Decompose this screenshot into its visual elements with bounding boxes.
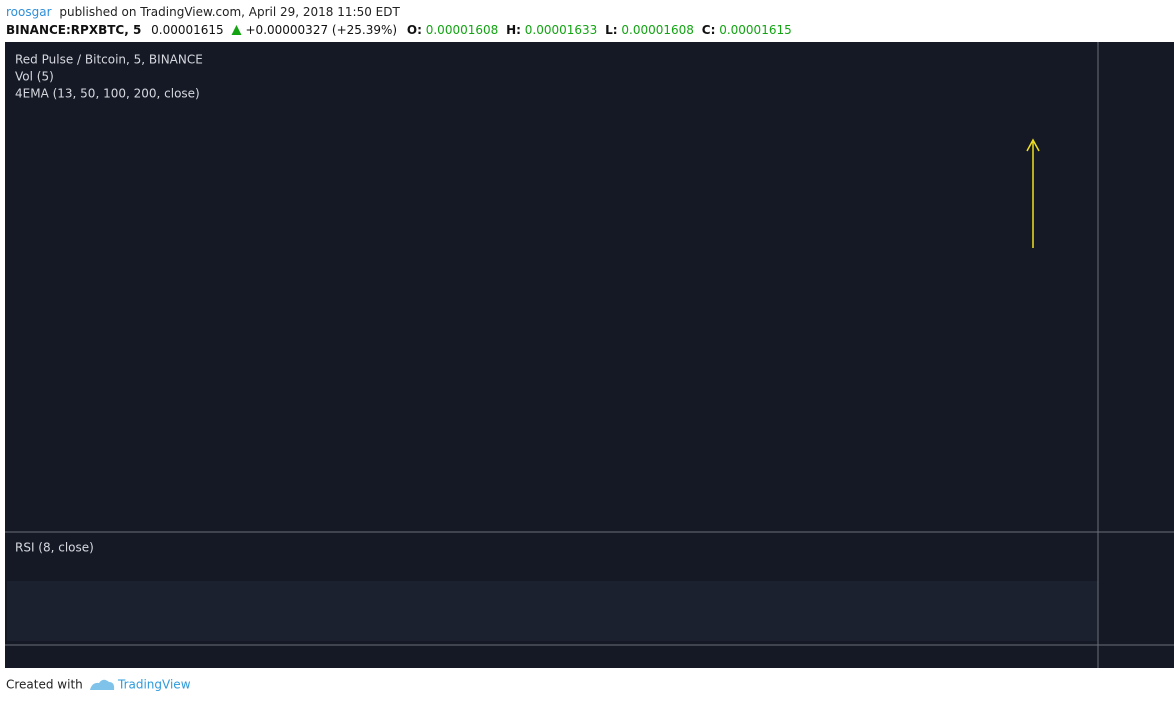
h-label: H: [506, 23, 521, 37]
arrow-head [1026, 138, 1040, 152]
volume-legend: Vol (5) [15, 70, 54, 84]
last-price: 0.00001615 [151, 23, 224, 37]
h-value: 0.00001633 [525, 23, 598, 37]
header-line-1: roosgar published on TradingView.com, Ap… [6, 5, 400, 19]
symbol: BINANCE:RPXBTC, 5 [6, 23, 141, 37]
l-label: L: [605, 23, 617, 37]
chart-bg [5, 42, 1174, 668]
up-triangle [231, 25, 242, 35]
header-line-2: BINANCE:RPXBTC, 5 0.00001615 +0.00000327… [6, 23, 792, 37]
rsi-band-bg [7, 581, 1098, 641]
footer-created: Created with [6, 678, 83, 692]
o-label: O: [407, 23, 422, 37]
tv-logo [90, 679, 115, 690]
rsi-legend: RSI (8, close) [15, 541, 94, 555]
footer-brand: TradingView [117, 678, 191, 692]
c-value: 0.00001615 [719, 23, 792, 37]
o-value: 0.00001608 [426, 23, 499, 37]
l-value: 0.00001608 [621, 23, 694, 37]
c-label: C: [702, 23, 716, 37]
change: +0.00000327 (+25.39%) [246, 23, 398, 37]
published: published on TradingView.com, April 29, … [59, 5, 400, 19]
ema-legend: 4EMA (13, 50, 100, 200, close) [15, 87, 200, 101]
main-legend: Red Pulse / Bitcoin, 5, BINANCE [15, 53, 203, 67]
author: roosgar [6, 5, 52, 19]
